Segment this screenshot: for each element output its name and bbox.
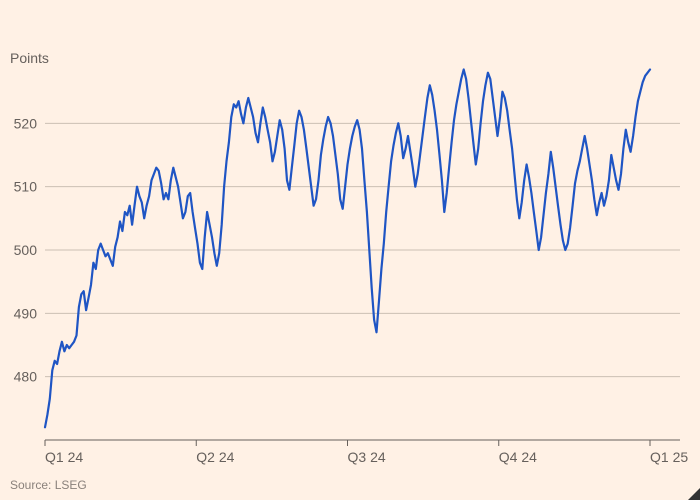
- x-tick-label: Q1 25: [650, 449, 688, 465]
- chart-source: Source: LSEG: [10, 478, 87, 492]
- y-tick-label: 510: [14, 179, 38, 195]
- y-axis-title: Points: [10, 50, 49, 66]
- y-tick-label: 500: [14, 242, 38, 258]
- x-tick-label: Q1 24: [45, 449, 83, 465]
- chart-svg: 480 490 500 510 520 Q1 24 Q2 24 Q3 24 Q4 24 Q1 25: [0, 0, 700, 500]
- y-tick-label: 480: [14, 369, 38, 385]
- y-tick-label: 490: [14, 305, 38, 321]
- line-chart: Points 480 490 500 510 520 Q1 24 Q2 24 Q3 24 Q4 …: [0, 0, 700, 500]
- x-tick-label: Q3 24: [348, 449, 386, 465]
- x-tick-label: Q4 24: [499, 449, 537, 465]
- resize-corner-icon: [688, 488, 700, 500]
- x-tick-label: Q2 24: [196, 449, 234, 465]
- y-tick-label: 520: [14, 115, 38, 131]
